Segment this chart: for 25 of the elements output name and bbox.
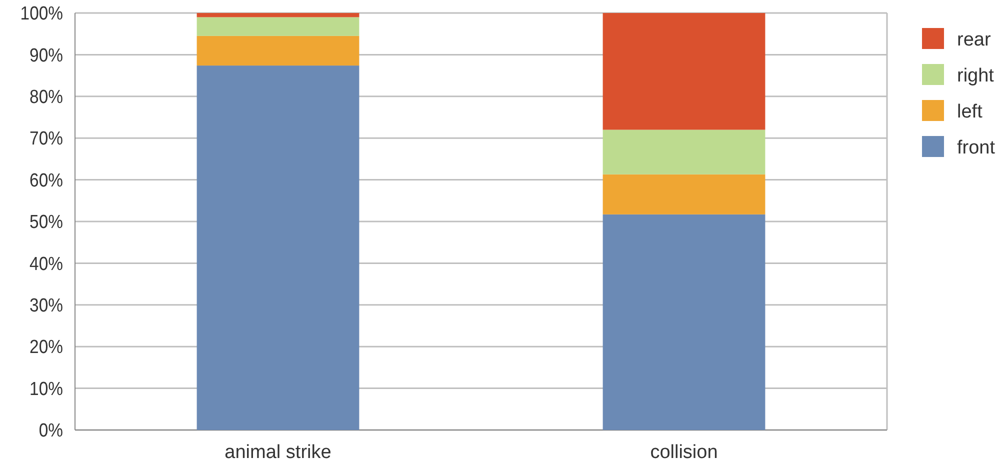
y-tick-label: 20% xyxy=(30,336,64,358)
y-tick-label: 70% xyxy=(30,128,64,149)
y-tick-label: 40% xyxy=(30,252,64,274)
bar xyxy=(196,66,360,430)
bar xyxy=(602,13,766,130)
y-tick-label: 50% xyxy=(30,211,64,232)
x-tick-label: animal strike xyxy=(224,442,332,463)
y-tick-label: 80% xyxy=(30,86,64,108)
legend-label: left xyxy=(957,102,984,123)
legend-label: rear xyxy=(957,30,992,51)
y-tick-label: 0% xyxy=(38,420,64,441)
y-tick-label: 60% xyxy=(30,169,64,191)
bar xyxy=(196,17,360,36)
bar xyxy=(602,214,766,430)
legend-label: right xyxy=(957,66,995,87)
legend-label: front xyxy=(957,138,996,159)
y-tick-label: 30% xyxy=(30,294,64,316)
bar xyxy=(602,130,766,174)
y-tick-label: 10% xyxy=(30,378,64,400)
x-tick-label: collision xyxy=(650,442,718,463)
bar xyxy=(196,13,360,18)
y-tick-label: 100% xyxy=(20,2,64,24)
y-tick-label: 90% xyxy=(30,44,64,66)
bar xyxy=(196,36,360,66)
bar xyxy=(602,174,766,214)
